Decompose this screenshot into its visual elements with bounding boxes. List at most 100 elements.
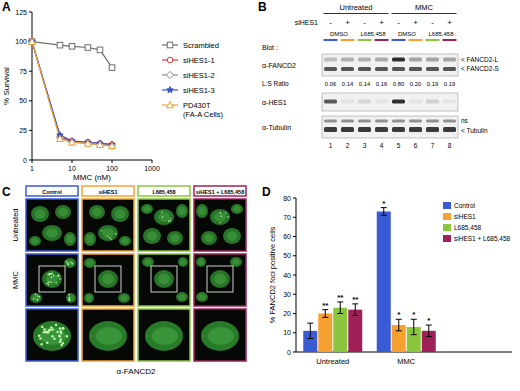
legend-label: siHES1: [454, 213, 476, 220]
nucleus: [84, 258, 96, 268]
panel-label: C: [2, 185, 11, 199]
nucleus-core: [96, 327, 122, 345]
nucleus-core: [143, 206, 150, 212]
treatment-label: MMC: [415, 3, 433, 12]
focus: [219, 222, 220, 223]
y-tick: [293, 255, 296, 256]
band-label: < FANCD2-S: [461, 65, 499, 72]
legend-swatch: [443, 235, 451, 242]
band-ns: [375, 120, 388, 123]
nucleus: [89, 205, 105, 219]
significance: *: [412, 310, 416, 319]
blot-membrane: [322, 93, 458, 111]
focus: [37, 295, 39, 297]
focus: [53, 275, 55, 277]
nucleus-core: [46, 274, 58, 285]
nucleus: [42, 225, 62, 241]
nucleus: [64, 258, 76, 268]
micrograph: [82, 199, 134, 251]
nucleus-core: [121, 238, 128, 244]
focus: [168, 220, 169, 221]
drug-label: L685,458: [428, 31, 454, 37]
y-tick-label: 75: [19, 68, 27, 75]
focus: [49, 329, 51, 331]
focus: [62, 327, 64, 329]
marker: [29, 38, 35, 44]
y-tick-label: 100: [15, 38, 27, 45]
nucleus-core: [158, 274, 170, 285]
band-hes1: [375, 100, 388, 104]
band-ns: [358, 120, 371, 123]
ratio-value: 0.14: [342, 81, 354, 87]
focus: [59, 341, 61, 343]
marker: [29, 39, 35, 45]
focus: [51, 335, 53, 337]
error-bar-cap: [322, 317, 328, 318]
legend-marker: [167, 57, 173, 63]
x-axis: [32, 160, 152, 161]
marker: [68, 139, 75, 146]
focus: [110, 238, 111, 239]
error-bar: [337, 302, 343, 314]
column-header: Control: [42, 189, 62, 195]
focus: [70, 262, 72, 264]
error-bar-stem: [383, 208, 384, 216]
band-tubulin: [341, 127, 354, 132]
y-axis-label: % Survival: [2, 67, 11, 105]
nucleus: [98, 270, 118, 288]
lane-number: 8: [448, 142, 452, 149]
column-header: L685,458: [152, 189, 175, 195]
lane-color: [426, 39, 440, 41]
y-tick-label: 20: [283, 310, 291, 317]
marker: [109, 65, 115, 71]
nucleus-core: [147, 231, 158, 241]
band-tubulin: [324, 127, 337, 132]
x-tick: [32, 160, 33, 163]
micrograph: [194, 309, 246, 361]
focus: [69, 297, 71, 299]
figure: ABCD02550751001251101001000% SurvivalMMC…: [0, 0, 520, 391]
nucleus: [111, 206, 129, 222]
band-label: ns: [461, 117, 469, 124]
bar: [348, 310, 362, 352]
plot-area: [303, 208, 436, 352]
focus: [43, 328, 45, 330]
nucleus-core: [102, 228, 114, 238]
sirna-sign: -: [397, 18, 400, 27]
column-header-box: [138, 186, 190, 196]
bar: [318, 314, 332, 353]
ratio-value: 0.14: [359, 81, 371, 87]
legend-label: Scrambled: [183, 41, 219, 50]
nucleus: [231, 204, 243, 214]
focus: [51, 277, 53, 279]
y-tick: [293, 294, 296, 295]
marker: [96, 141, 103, 148]
nucleus-core: [115, 209, 126, 219]
band-fancd2-l: [392, 58, 405, 62]
treatment-line: [324, 13, 389, 14]
nucleus: [143, 228, 161, 244]
column-header-box: [26, 186, 78, 196]
micrograph: [26, 254, 78, 306]
legend-marker: [167, 87, 173, 93]
lane-number: 1: [329, 142, 333, 149]
micrograph: [82, 254, 134, 306]
band-fancd2-s: [324, 67, 337, 71]
focus: [40, 343, 42, 345]
nucleus: [154, 209, 174, 225]
y-axis-label: % FANCD2 foci positive cells: [268, 226, 277, 323]
nucleus-core: [180, 259, 186, 265]
error-bar: [411, 319, 417, 334]
antibody-label: α-HES1: [262, 99, 287, 106]
lane-number: 2: [346, 142, 350, 149]
band-hes1: [409, 100, 422, 104]
series-line: [32, 42, 112, 68]
focus: [68, 294, 70, 296]
focus: [227, 216, 228, 217]
lane-number: 6: [414, 142, 418, 149]
marker: [29, 38, 36, 44]
band-tubulin: [375, 127, 388, 132]
band-fancd2-l: [358, 58, 371, 62]
micrograph-bg: [138, 254, 190, 306]
error-bar-cap: [411, 334, 417, 335]
